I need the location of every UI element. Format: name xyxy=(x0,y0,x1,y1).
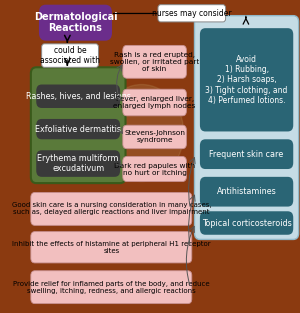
Text: could be
associated with: could be associated with xyxy=(40,46,100,65)
FancyBboxPatch shape xyxy=(200,139,293,169)
FancyBboxPatch shape xyxy=(36,85,120,108)
Text: Dermatological
Reactions: Dermatological Reactions xyxy=(34,12,117,33)
FancyBboxPatch shape xyxy=(200,177,293,207)
FancyBboxPatch shape xyxy=(31,271,192,304)
Circle shape xyxy=(100,85,184,182)
FancyBboxPatch shape xyxy=(123,156,186,182)
FancyBboxPatch shape xyxy=(123,89,186,116)
Text: Rashes, hives, and lesions: Rashes, hives, and lesions xyxy=(26,92,130,101)
Text: Dark red papules with
no hurt or itching: Dark red papules with no hurt or itching xyxy=(114,162,195,176)
FancyBboxPatch shape xyxy=(36,119,120,139)
Text: Avoid
1) Rubbing,
2) Harsh soaps,
3) Tight clothing, and
4) Perfumed lotions.: Avoid 1) Rubbing, 2) Harsh soaps, 3) Tig… xyxy=(206,54,288,105)
FancyBboxPatch shape xyxy=(36,150,120,177)
FancyBboxPatch shape xyxy=(31,192,192,225)
Text: Fever, enlarged liver,
enlarged lymph nodes: Fever, enlarged liver, enlarged lymph no… xyxy=(113,96,196,109)
FancyBboxPatch shape xyxy=(194,16,298,239)
FancyBboxPatch shape xyxy=(158,5,226,22)
Text: Stevens-Johnson
syndrome: Stevens-Johnson syndrome xyxy=(124,131,185,143)
Text: Frequent skin care: Frequent skin care xyxy=(209,150,284,159)
FancyBboxPatch shape xyxy=(123,45,186,78)
Text: Inhibit the effects of histamine at peripheral H1 receptor
sites: Inhibit the effects of histamine at peri… xyxy=(12,241,211,254)
FancyBboxPatch shape xyxy=(39,5,112,41)
FancyBboxPatch shape xyxy=(123,125,186,149)
Text: Antihistamines: Antihistamines xyxy=(217,187,276,196)
FancyBboxPatch shape xyxy=(31,232,192,263)
Text: Exfoliative dermatitis: Exfoliative dermatitis xyxy=(35,125,121,134)
Text: Rash is a red erupted,
swollen, or irritated part
of skin: Rash is a red erupted, swollen, or irrit… xyxy=(110,52,199,72)
Text: Provide relief for inflamed parts of the body, and reduce
swelling, itching, red: Provide relief for inflamed parts of the… xyxy=(13,281,210,294)
FancyBboxPatch shape xyxy=(200,28,293,131)
FancyBboxPatch shape xyxy=(31,67,125,183)
Text: Good skin care is a nursing consideration in many cases,
such as, delayed allerg: Good skin care is a nursing consideratio… xyxy=(11,203,211,215)
Text: Topical corticosteroids: Topical corticosteroids xyxy=(202,218,291,228)
Text: Erythema multiform
excudativum: Erythema multiform excudativum xyxy=(38,154,119,173)
Text: nurses may consider: nurses may consider xyxy=(152,9,232,18)
FancyBboxPatch shape xyxy=(200,211,293,235)
FancyBboxPatch shape xyxy=(42,44,98,67)
